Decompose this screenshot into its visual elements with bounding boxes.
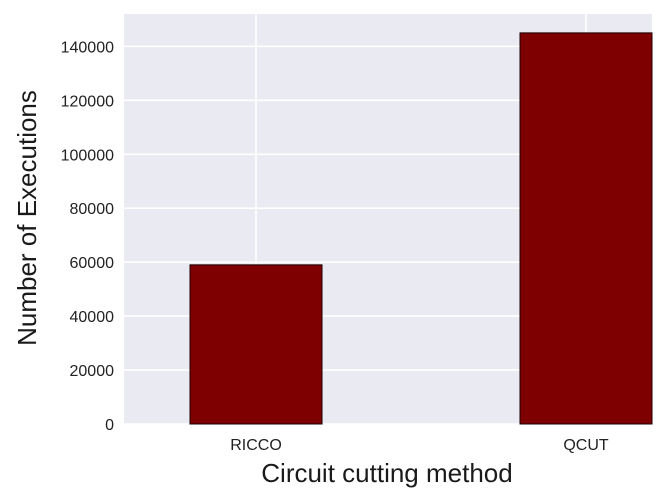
y-tick-label: 20000	[70, 363, 115, 380]
y-tick-label: 120000	[61, 93, 114, 110]
bar-qcut	[519, 32, 653, 425]
y-axis-label: Number of Executions	[12, 90, 42, 346]
y-tick-label: 40000	[70, 309, 115, 326]
x-tick-label: QCUT	[563, 437, 609, 454]
x-tick-label: RICCO	[230, 437, 282, 454]
bars	[189, 32, 653, 425]
y-tick-label: 140000	[61, 39, 114, 56]
y-tick-label: 80000	[70, 201, 115, 218]
x-axis-label: Circuit cutting method	[261, 458, 512, 488]
y-tick-label: 100000	[61, 147, 114, 164]
y-tick-label: 60000	[70, 255, 115, 272]
y-tick-label: 0	[105, 417, 114, 434]
x-axis-ticks: RICCO QCUT	[230, 437, 609, 454]
bar-ricco	[189, 264, 323, 425]
y-axis-ticks: 0 20000 40000 60000 80000 100000 120000 140000	[61, 39, 114, 434]
